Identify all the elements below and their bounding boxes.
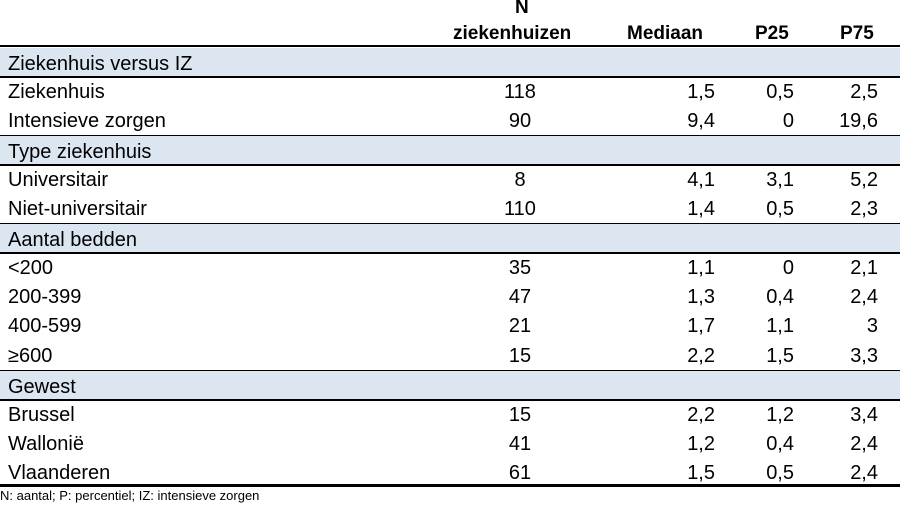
section-title: Ziekenhuis versus IZ [8,53,193,75]
table-row: Ziekenhuis 118 1,5 0,5 2,5 [0,78,900,107]
footnote: N: aantal; P: percentiel; IZ: intensieve… [0,488,260,503]
cell-mediaan: 1,2 [687,433,715,456]
section-divider [0,223,900,224]
cell-p25: 0 [782,257,794,279]
table-row: Universitair 8 4,1 3,1 5,2 [0,166,900,195]
section-rule [0,252,900,254]
cell-n: 90 [508,110,532,133]
header-n-line2: ziekenhuizen [453,23,572,44]
section-divider [0,135,900,136]
cell-n: 47 [508,286,532,309]
cell-p25: 0,5 [766,462,794,485]
cell-mediaan: 4,1 [687,169,715,191]
cell-mediaan: 1,1 [687,257,715,279]
bottom-rule [0,484,900,487]
cell-p75: 2,4 [850,462,878,485]
row-label: Wallonië [8,433,84,456]
section-rule [0,76,900,78]
table-row: Brussel 15 2,2 1,2 3,4 [0,401,900,430]
row-label: Ziekenhuis [8,81,105,103]
cell-n: 15 [508,404,532,426]
section-header: Type ziekenhuis [0,136,900,165]
cell-p75: 3,4 [850,404,878,426]
row-label: Intensieve zorgen [8,110,166,133]
cell-p25: 0,5 [766,81,794,103]
table-row: 200-399 47 1,3 0,4 2,4 [0,283,900,312]
table-row: 400-599 21 1,7 1,1 3 [0,312,900,341]
cell-n: 8 [514,169,526,191]
cell-p75: 5,2 [850,169,878,191]
row-label: Brussel [8,404,75,426]
cell-p25: 0 [782,110,794,133]
row-label: Universitair [8,169,109,191]
table-row: Niet-universitair 110 1,4 0,5 2,3 [0,195,900,224]
cell-p75: 2,4 [850,433,878,456]
row-label: <200 [8,257,54,279]
cell-p75: 2,5 [850,81,878,103]
cell-mediaan: 2,2 [687,404,715,426]
row-label: 400-599 [8,315,82,338]
cell-p75: 3,3 [850,344,878,367]
section-rule [0,164,900,166]
section-title: Type ziekenhuis [8,141,152,163]
cell-p25: 1,1 [766,315,794,338]
cell-p75: 2,1 [850,257,878,279]
cell-n: 21 [508,315,532,338]
cell-p25: 0,4 [766,286,794,309]
row-label: Niet-universitair [8,198,147,221]
cell-p75: 2,4 [850,286,878,309]
cell-n: 118 [504,81,536,103]
header-rule [0,45,900,47]
cell-n: 61 [508,462,532,485]
cell-p75: 2,3 [850,198,878,221]
cell-p25: 1,5 [766,344,794,367]
section-rule [0,399,900,401]
cell-p75: 19,6 [839,110,878,133]
cell-mediaan: 1,4 [687,198,715,221]
cell-mediaan: 9,4 [687,110,715,133]
table-row: <200 35 1,1 0 2,1 [0,254,900,283]
header-p75: P75 [840,23,874,44]
table-row: Intensieve zorgen 90 9,4 0 19,6 [0,107,900,136]
section-header: Gewest [0,371,900,400]
cell-p25: 3,1 [766,169,794,191]
header-p25: P25 [755,23,789,44]
table-row: Vlaanderen 61 1,5 0,5 2,4 [0,459,900,488]
row-label: 200-399 [8,286,82,309]
cell-n: 15 [508,344,532,367]
table-row: ≥600 15 2,2 1,5 3,3 [0,342,900,371]
cell-p75: 3 [866,315,878,338]
cell-mediaan: 1,3 [687,286,715,309]
cell-mediaan: 2,2 [687,344,715,367]
row-label: ≥600 [8,344,53,367]
cell-p25: 0,5 [766,198,794,221]
section-title: Aantal bedden [8,229,138,251]
cell-mediaan: 1,5 [687,81,715,103]
cell-n: 35 [508,257,532,279]
cell-mediaan: 1,5 [687,462,715,485]
section-header: Ziekenhuis versus IZ [0,48,900,77]
header-n-line1: N [515,0,529,18]
section-title: Gewest [8,376,76,398]
section-divider [0,370,900,371]
table-row: Wallonië 41 1,2 0,4 2,4 [0,430,900,459]
cell-p25: 1,2 [766,404,794,426]
cell-n: 110 [504,198,536,221]
header-mediaan: Mediaan [627,23,704,44]
cell-n: 41 [508,433,532,456]
cell-p25: 0,4 [766,433,794,456]
section-header: Aantal bedden [0,224,900,253]
cell-mediaan: 1,7 [687,315,715,338]
row-label: Vlaanderen [8,462,111,485]
